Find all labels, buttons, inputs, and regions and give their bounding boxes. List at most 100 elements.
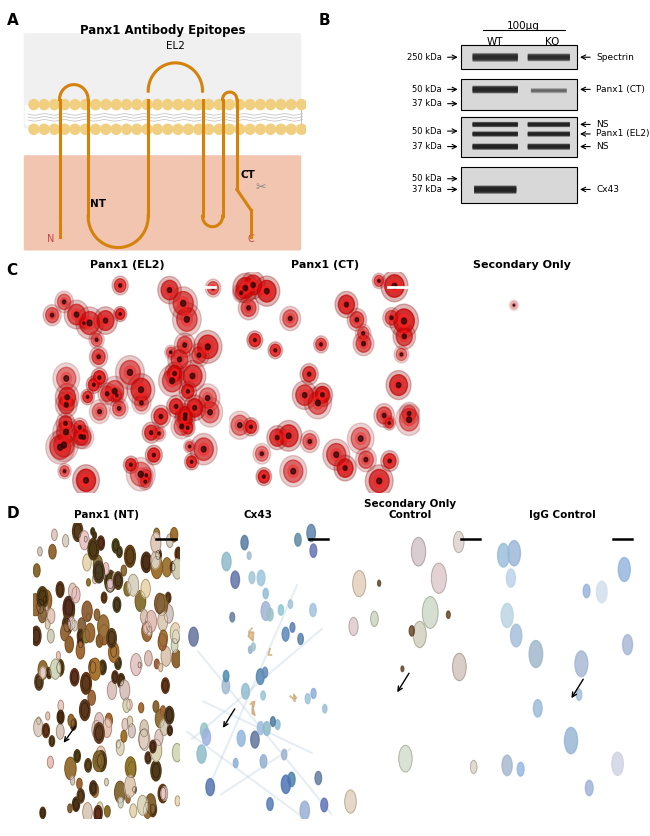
- Circle shape: [46, 619, 50, 629]
- Circle shape: [201, 402, 219, 423]
- FancyBboxPatch shape: [528, 56, 570, 58]
- Circle shape: [296, 125, 306, 135]
- Circle shape: [315, 386, 330, 403]
- FancyBboxPatch shape: [473, 147, 518, 148]
- Circle shape: [93, 751, 103, 772]
- Circle shape: [422, 597, 438, 629]
- Circle shape: [241, 299, 256, 317]
- FancyBboxPatch shape: [531, 88, 567, 89]
- Circle shape: [135, 590, 146, 611]
- Circle shape: [173, 125, 183, 135]
- Text: Panx1 (EL2): Panx1 (EL2): [596, 130, 649, 139]
- Circle shape: [161, 646, 171, 666]
- Circle shape: [276, 99, 286, 110]
- Circle shape: [349, 618, 358, 635]
- FancyBboxPatch shape: [474, 191, 516, 193]
- Circle shape: [92, 403, 107, 421]
- Circle shape: [155, 710, 164, 728]
- Circle shape: [166, 534, 174, 548]
- Circle shape: [72, 620, 77, 631]
- FancyBboxPatch shape: [473, 53, 518, 54]
- Circle shape: [79, 319, 88, 329]
- Circle shape: [343, 466, 347, 471]
- Circle shape: [137, 795, 148, 815]
- Circle shape: [98, 536, 105, 550]
- Circle shape: [203, 392, 213, 404]
- Circle shape: [74, 750, 81, 762]
- Circle shape: [169, 399, 183, 415]
- FancyBboxPatch shape: [473, 145, 518, 146]
- Circle shape: [387, 421, 392, 426]
- Circle shape: [135, 467, 146, 481]
- Circle shape: [46, 667, 52, 679]
- Circle shape: [110, 388, 124, 403]
- Bar: [461, 45, 577, 69]
- Title: Cx43: Cx43: [244, 510, 273, 520]
- Circle shape: [40, 667, 46, 678]
- Circle shape: [396, 327, 412, 346]
- FancyBboxPatch shape: [474, 191, 516, 193]
- Text: Spectrin: Spectrin: [596, 53, 634, 62]
- Circle shape: [377, 407, 391, 424]
- Circle shape: [290, 623, 295, 632]
- FancyBboxPatch shape: [474, 189, 516, 191]
- Circle shape: [120, 360, 140, 385]
- FancyBboxPatch shape: [473, 135, 518, 136]
- Circle shape: [164, 604, 174, 623]
- Circle shape: [50, 436, 71, 459]
- Circle shape: [123, 698, 130, 712]
- Text: KO: KO: [545, 37, 559, 47]
- FancyBboxPatch shape: [474, 188, 516, 190]
- Circle shape: [358, 451, 373, 468]
- Circle shape: [124, 366, 136, 379]
- Circle shape: [173, 99, 183, 110]
- Circle shape: [124, 456, 138, 473]
- Circle shape: [125, 459, 136, 471]
- Circle shape: [151, 451, 157, 459]
- Circle shape: [78, 618, 86, 634]
- Circle shape: [303, 434, 317, 450]
- Circle shape: [96, 635, 103, 647]
- Circle shape: [29, 99, 38, 110]
- Circle shape: [185, 387, 191, 395]
- Circle shape: [206, 778, 215, 796]
- Circle shape: [118, 798, 124, 808]
- Circle shape: [68, 304, 85, 325]
- Circle shape: [392, 283, 397, 288]
- Circle shape: [370, 611, 378, 626]
- Circle shape: [112, 400, 125, 416]
- Circle shape: [257, 721, 264, 735]
- Circle shape: [270, 429, 285, 446]
- Circle shape: [454, 532, 464, 553]
- Circle shape: [353, 315, 361, 324]
- Text: Cx43: Cx43: [596, 185, 619, 194]
- Circle shape: [92, 349, 105, 364]
- Circle shape: [170, 562, 176, 573]
- Circle shape: [57, 651, 60, 660]
- Circle shape: [190, 461, 193, 463]
- Circle shape: [249, 334, 261, 347]
- Circle shape: [151, 556, 162, 579]
- Circle shape: [105, 570, 116, 592]
- Circle shape: [151, 551, 160, 568]
- Circle shape: [73, 428, 88, 446]
- FancyBboxPatch shape: [473, 88, 518, 89]
- Circle shape: [88, 379, 99, 391]
- Circle shape: [181, 313, 192, 326]
- FancyBboxPatch shape: [528, 132, 570, 134]
- FancyBboxPatch shape: [528, 122, 570, 123]
- Circle shape: [390, 316, 393, 319]
- Circle shape: [73, 521, 83, 542]
- Circle shape: [70, 777, 75, 785]
- Text: 250 kDa: 250 kDa: [407, 53, 441, 62]
- Circle shape: [138, 472, 143, 477]
- FancyBboxPatch shape: [474, 190, 516, 191]
- FancyBboxPatch shape: [531, 92, 567, 94]
- Circle shape: [107, 681, 116, 700]
- FancyBboxPatch shape: [528, 134, 570, 135]
- Circle shape: [344, 303, 348, 307]
- Circle shape: [298, 634, 304, 645]
- FancyBboxPatch shape: [473, 122, 518, 124]
- Title: Panx1 (EL2): Panx1 (EL2): [90, 259, 165, 269]
- Circle shape: [102, 719, 112, 737]
